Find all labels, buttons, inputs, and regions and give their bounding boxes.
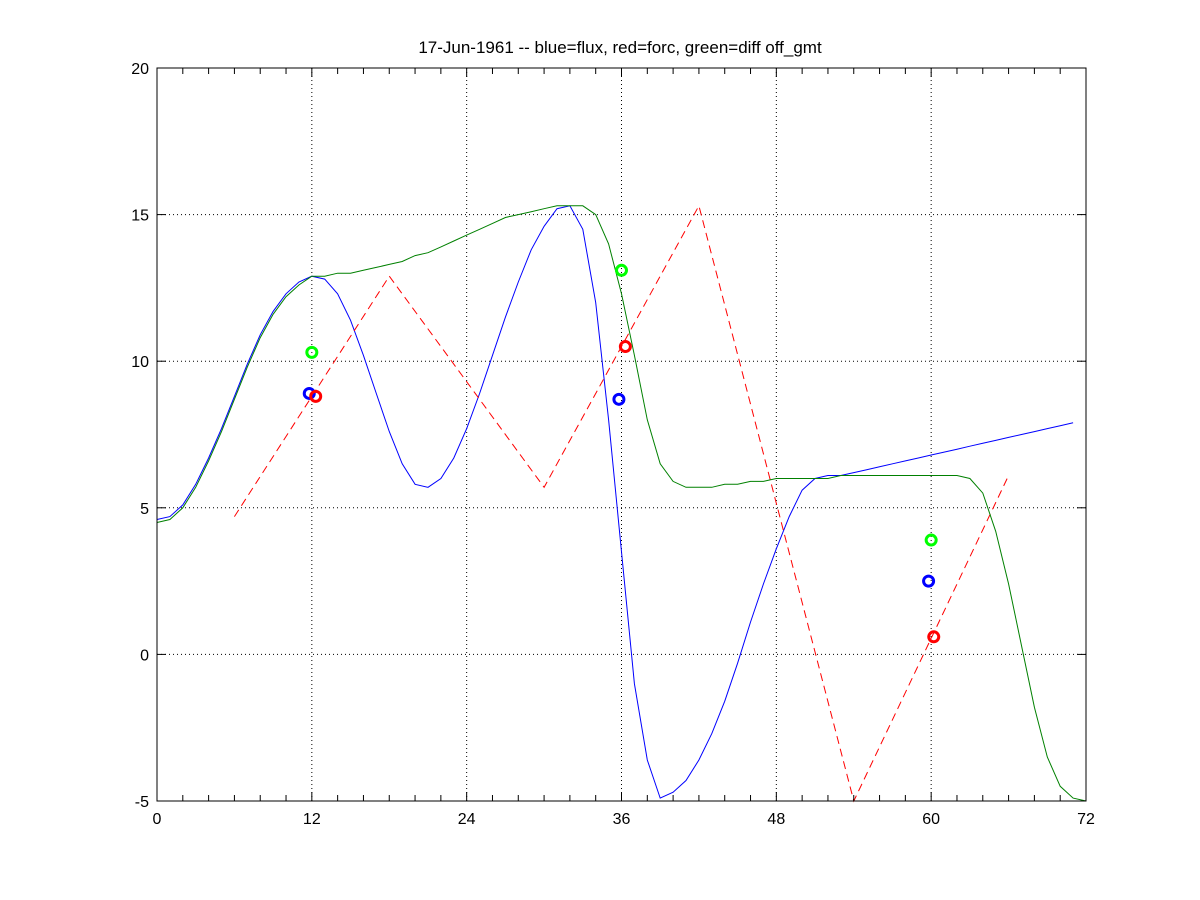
y-tick-label: 0 (140, 647, 149, 664)
x-tick-label: 36 (613, 811, 631, 828)
axes (156, 67, 1087, 802)
x-tick-label: 0 (153, 811, 162, 828)
data-marker (612, 392, 626, 406)
data-marker (922, 574, 936, 588)
x-tick-label: 72 (1077, 811, 1095, 828)
marker-group (302, 263, 941, 644)
x-tick-label: 12 (303, 811, 321, 828)
x-tick-label: 48 (767, 811, 785, 828)
y-tick-label: 15 (131, 208, 149, 225)
x-tick-label: 60 (922, 811, 940, 828)
data-marker (302, 386, 316, 400)
chart-title: 17-Jun-1961 -- blue=flux, red=forc, gree… (418, 38, 822, 57)
y-tick-label: 10 (131, 354, 149, 371)
data-marker (309, 389, 323, 403)
data-marker (615, 263, 628, 277)
y-tick-label: 20 (131, 61, 149, 78)
grid-lines (157, 68, 1086, 801)
y-tick-label: -5 (135, 794, 149, 811)
data-marker (924, 533, 938, 547)
data-marker (927, 630, 941, 644)
y-tick-label: 5 (140, 501, 149, 518)
x-tick-label: 24 (458, 811, 476, 828)
green-diff-line (156, 205, 1087, 802)
data-marker (618, 340, 632, 354)
data-marker (305, 345, 319, 359)
